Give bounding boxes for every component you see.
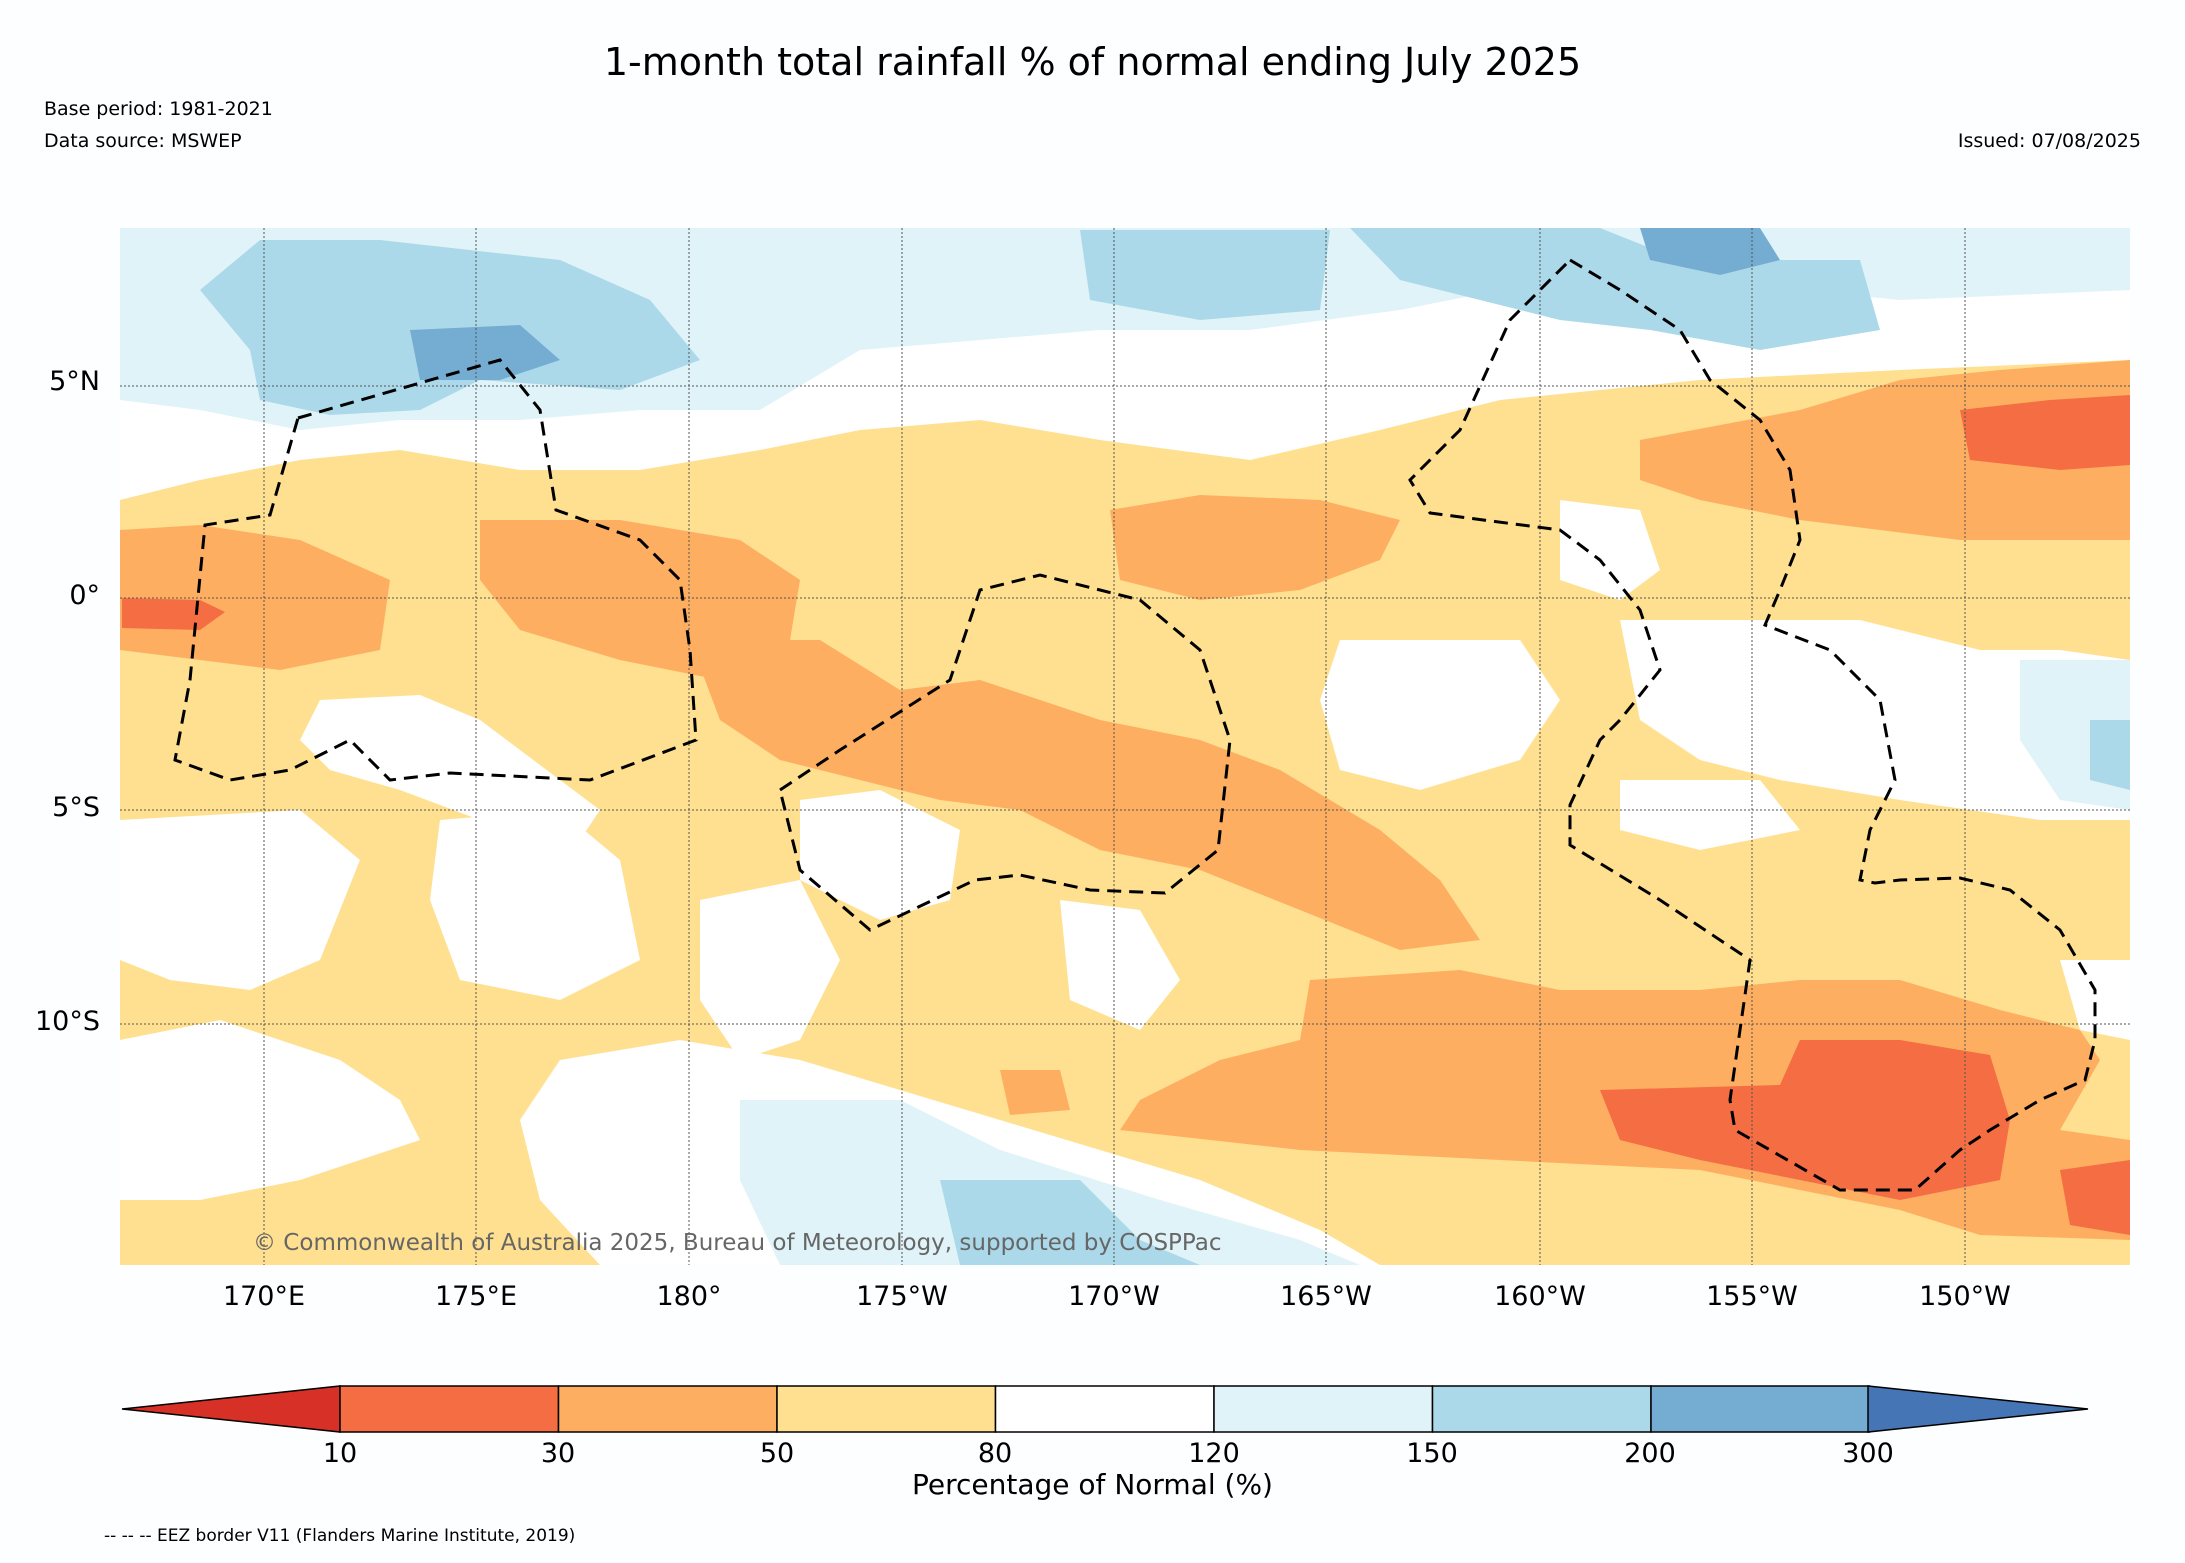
graticule [120,228,2130,1265]
rainfall-field [120,228,2130,1265]
base-period: Base period: 1981-2021 [44,98,273,120]
colorbar-tick-80: 80 [977,1438,1013,1469]
lon-label-160w: 160°W [1494,1281,1586,1312]
lon-label-170e: 170°E [222,1281,306,1312]
colorbar-cell [557,1385,778,1433]
colorbar-tick-150: 150 [1406,1438,1458,1469]
lat-label-5s: 5°S [52,792,100,823]
lon-label-150w: 150°W [1919,1281,2011,1312]
copyright-notice: © Commonwealth of Australia 2025, Bureau… [253,1230,1222,1256]
colorbar-extend-low [121,1385,341,1433]
issued-date: Issued: 07/08/2025 [1957,130,2141,152]
data-source: Data source: MSWEP [44,130,242,152]
colorbar [121,1385,2089,1433]
lon-label-165w: 165°W [1280,1281,1372,1312]
colorbar-title: Percentage of Normal (%) [912,1468,1273,1501]
lat-label-5n: 5°N [49,366,100,397]
eez-legend: -- -- -- EEZ border V11 (Flanders Marine… [104,1526,576,1546]
colorbar-tick-10: 10 [322,1438,358,1469]
colorbar-tick-120: 120 [1188,1438,1240,1469]
colorbar-cell [339,1385,560,1433]
lon-label-175e: 175°E [434,1281,518,1312]
lon-label-170w: 170°W [1068,1281,1160,1312]
colorbar-cell [776,1385,997,1433]
lat-label-10s: 10°S [35,1006,100,1037]
map-title: 1-month total rainfall % of normal endin… [603,40,1582,84]
colorbar-cell [1431,1385,1652,1433]
colorbar-cell [1213,1385,1434,1433]
colorbar-tick-50: 50 [759,1438,795,1469]
lat-label-0: 0° [69,580,100,611]
lon-label-175w: 175°W [856,1281,948,1312]
eez-borders [173,258,2097,1192]
colorbar-tick-200: 200 [1624,1438,1676,1469]
colorbar-cells [339,1385,1871,1433]
colorbar-tick-30: 30 [540,1438,576,1469]
lon-label-180: 180° [656,1281,722,1312]
colorbar-extend-high [1867,1385,2089,1433]
lon-label-155w: 155°W [1706,1281,1798,1312]
colorbar-tick-300: 300 [1842,1438,1894,1469]
colorbar-cell [994,1385,1215,1433]
colorbar-cell [1650,1385,1871,1433]
